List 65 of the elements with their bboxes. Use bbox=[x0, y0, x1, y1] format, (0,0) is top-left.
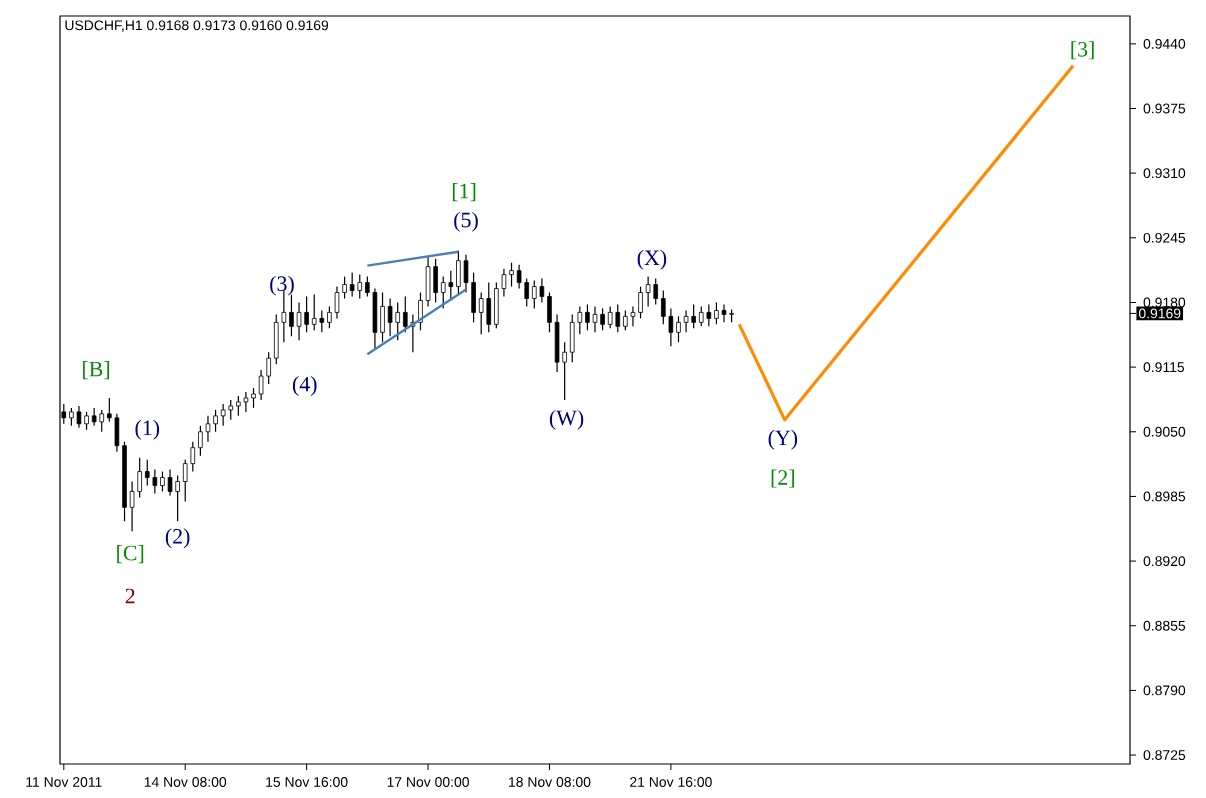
annotation: (4) bbox=[292, 376, 317, 396]
candlestick bbox=[319, 309, 325, 333]
candlestick bbox=[220, 403, 226, 427]
candlestick bbox=[607, 305, 613, 329]
annotation: (1) bbox=[135, 419, 160, 440]
candlestick bbox=[645, 276, 651, 308]
candlestick bbox=[213, 409, 218, 433]
candlestick bbox=[683, 309, 689, 333]
candlestick bbox=[304, 295, 309, 333]
annotation: (3) bbox=[270, 275, 294, 296]
candlestick bbox=[600, 307, 605, 331]
candlestick bbox=[243, 391, 249, 413]
annotation: (W) bbox=[549, 409, 584, 430]
candlestick bbox=[433, 258, 438, 304]
candlestick bbox=[691, 303, 696, 329]
candlestick bbox=[698, 305, 704, 327]
candlestick bbox=[721, 303, 727, 323]
candlestick bbox=[296, 301, 302, 341]
candlestick bbox=[395, 301, 400, 341]
candlestick bbox=[638, 285, 643, 319]
candlestick bbox=[585, 303, 590, 331]
candlestick bbox=[160, 470, 165, 493]
candlestick bbox=[357, 274, 363, 300]
candlestick bbox=[99, 409, 105, 433]
candlestick bbox=[532, 279, 537, 310]
candlestick bbox=[714, 301, 719, 325]
candlestick bbox=[456, 250, 461, 296]
candlestick bbox=[623, 309, 628, 331]
candlestick bbox=[524, 277, 529, 308]
annotation: (Y) bbox=[768, 429, 798, 450]
candlestick bbox=[486, 281, 492, 333]
candlestick bbox=[334, 285, 340, 319]
annotation: (5) bbox=[454, 211, 478, 232]
annotation: [1] bbox=[452, 183, 476, 202]
candlestick bbox=[144, 459, 150, 487]
candlestick bbox=[676, 315, 681, 343]
candlestick bbox=[228, 399, 234, 421]
candlestick bbox=[509, 262, 514, 288]
candlestick bbox=[349, 272, 355, 298]
candlestick bbox=[91, 407, 97, 427]
candlestick bbox=[152, 468, 158, 495]
annotation: [3] bbox=[1071, 41, 1094, 60]
candlestick bbox=[205, 415, 211, 443]
candlestick bbox=[167, 468, 173, 497]
annotation: [C] bbox=[117, 545, 144, 564]
annotation: (X) bbox=[637, 249, 667, 270]
candlestick bbox=[569, 313, 575, 363]
candlestick bbox=[402, 295, 408, 333]
annotation: (2) bbox=[165, 528, 190, 549]
annotation: [2] bbox=[771, 469, 794, 488]
annotation: [B] bbox=[83, 361, 110, 380]
candlestick bbox=[372, 287, 378, 349]
candlestick bbox=[706, 303, 712, 327]
candlestick bbox=[615, 303, 621, 333]
candlestick bbox=[661, 289, 666, 325]
candlestick bbox=[311, 293, 317, 331]
annotation: 2 bbox=[125, 588, 135, 604]
candlestick bbox=[592, 305, 598, 333]
candlestick bbox=[387, 297, 393, 337]
candlestick bbox=[494, 281, 499, 329]
candlestick bbox=[76, 405, 82, 429]
candlestick bbox=[236, 395, 241, 417]
candlestick bbox=[198, 425, 203, 457]
candlestick bbox=[289, 293, 294, 337]
candlestick bbox=[380, 291, 385, 343]
